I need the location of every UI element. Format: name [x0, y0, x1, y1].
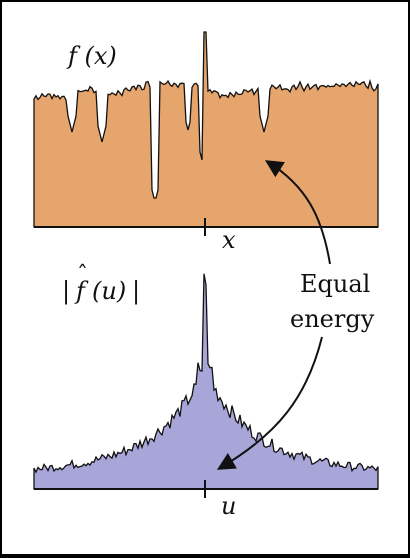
- fhat-arg: (u): [92, 277, 126, 305]
- annotation-equal: Equal: [300, 270, 370, 298]
- u-axis-label: u: [221, 492, 236, 520]
- annotation-energy: energy: [290, 305, 375, 333]
- fhat-label: | ˆ f (u) |: [62, 263, 140, 306]
- arrow-to-spectrum: [216, 336, 323, 470]
- fhat-hat: ˆ: [77, 263, 88, 288]
- fhat-bar-left: |: [62, 277, 70, 306]
- fx-label: f (x): [66, 42, 117, 70]
- x-axis-label: x: [222, 226, 236, 254]
- arrow-to-signal: [264, 160, 331, 265]
- spectrum-area: [33, 273, 379, 490]
- signal-area: [33, 31, 379, 228]
- fhat-bar-right: |: [132, 277, 140, 306]
